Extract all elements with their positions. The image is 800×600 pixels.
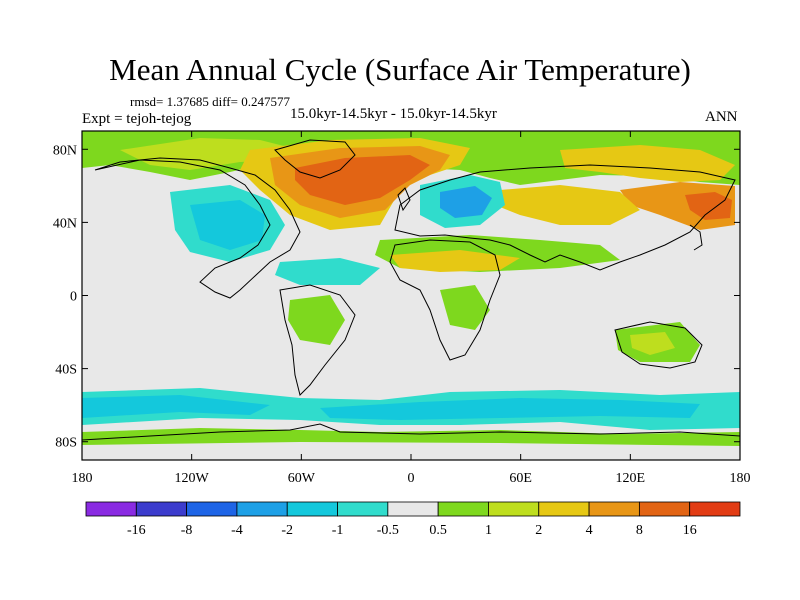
north-europe-blue	[440, 186, 492, 218]
colorbar-label: 2	[535, 523, 542, 538]
stats-line: rmsd= 1.37685 diff= 0.247577	[130, 94, 290, 109]
coastline-south-america	[279, 284, 356, 396]
coastline-greenland	[274, 139, 356, 179]
map-title: Mean Annual Cycle (Surface Air Temperatu…	[109, 52, 691, 87]
africa-green	[440, 285, 490, 330]
colorbar-swatch	[588, 501, 640, 517]
central-asia-yellow	[495, 185, 640, 225]
longitude-axis: 180 120W 60W 0 60E 120E 180	[72, 131, 751, 486]
colorbar-swatch	[135, 501, 188, 517]
coastline-europe-asia	[394, 164, 736, 271]
colorbar-label: 0.5	[429, 523, 447, 538]
australia-yellow	[630, 332, 675, 355]
colorbar-swatch	[337, 501, 389, 517]
colorbar-swatch	[689, 501, 741, 517]
lat-tick-label: 0	[70, 290, 77, 305]
colorbar-label: -8	[181, 523, 193, 538]
arctic-yellow-patch	[120, 138, 300, 170]
colorbar-label: -4	[231, 523, 243, 538]
coastline-britain	[397, 187, 411, 212]
coastline-africa	[389, 239, 501, 361]
asia-dark-orange-patch	[685, 192, 732, 220]
lat-tick-label: 80N	[53, 143, 77, 158]
anomaly-field	[82, 131, 740, 460]
colorbar-swatch	[286, 501, 338, 517]
colorbar-label: -1	[332, 523, 344, 538]
colorbar-swatch	[387, 501, 439, 517]
coastline-japan	[689, 224, 703, 251]
north-atlantic-dark-orange	[295, 155, 430, 205]
latitude-axis: 80N 40N 0 40S 80S	[53, 143, 740, 451]
colorbar-label: -16	[127, 523, 146, 538]
lat-tick-label: 40S	[55, 363, 77, 378]
colorbar-swatch	[437, 501, 489, 517]
coastline-antarctica	[82, 423, 740, 441]
southern-ocean-blue-band	[82, 395, 270, 418]
colorbar-swatch	[638, 501, 691, 517]
north-america-blue	[190, 200, 265, 250]
tropical-atlantic-cyan	[275, 258, 380, 285]
colorbar-label: -0.5	[377, 523, 399, 538]
lon-tick-label: 120E	[616, 471, 646, 486]
lat-tick-label: 40N	[53, 216, 77, 231]
colorbar-swatch	[488, 501, 540, 517]
north-africa-yellow	[390, 250, 520, 272]
coastline-australia	[614, 321, 703, 369]
lon-tick-label: 60W	[288, 471, 316, 486]
colorbar-label: 8	[636, 523, 643, 538]
southern-ocean-blue-band-east	[320, 398, 700, 420]
colorbar-swatch	[85, 501, 137, 517]
colorbar: -16 -8 -4 -2 -1 -0.5 0.5 1 2 4 8 16	[85, 501, 741, 538]
period-label: 15.0kyr-14.5kyr - 15.0kyr-14.5kyr	[290, 106, 497, 122]
colorbar-swatch	[538, 501, 590, 517]
colorbar-swatch	[186, 501, 238, 517]
season-label: ANN	[705, 109, 738, 125]
lon-tick-label: 120W	[175, 471, 210, 486]
colorbar-label: -2	[281, 523, 293, 538]
colorbar-label: 1	[485, 523, 492, 538]
colorbar-swatch	[236, 501, 288, 517]
lat-tick-label: 80S	[55, 436, 77, 451]
experiment-label: Expt = tejoh-tejog	[82, 111, 192, 127]
lon-tick-label: 180	[72, 471, 93, 486]
lon-tick-label: 180	[730, 471, 751, 486]
lon-tick-label: 60E	[509, 471, 532, 486]
colorbar-label: 4	[586, 523, 593, 538]
colorbar-label: 16	[683, 523, 697, 538]
lon-tick-label: 0	[408, 471, 415, 486]
antarctic-neutral	[82, 442, 740, 460]
coastline-north-america	[94, 157, 301, 299]
south-america-green	[288, 295, 345, 345]
coastlines	[82, 139, 740, 441]
eurasia-yellow-patch	[560, 145, 735, 182]
